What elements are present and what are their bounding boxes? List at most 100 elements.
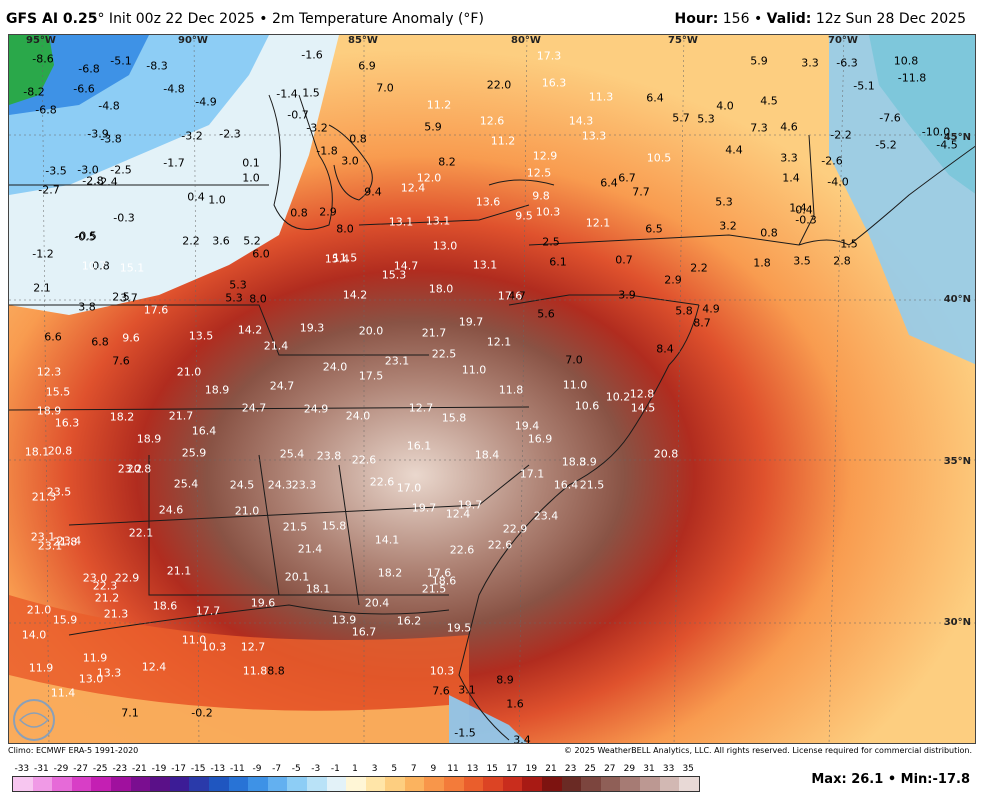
longitude-label: 80°W bbox=[511, 35, 541, 46]
anomaly-value: -11.8 bbox=[897, 71, 927, 85]
anomaly-value: 23.4 bbox=[56, 534, 82, 548]
anomaly-value: 10.6 bbox=[574, 399, 600, 413]
color-scale-tick: 19 bbox=[525, 764, 538, 774]
lake-huron-outline bbox=[328, 124, 373, 201]
anomaly-value: 21.0 bbox=[26, 603, 52, 617]
gulf-mild-band bbox=[9, 675, 449, 743]
anomaly-value: -4.5 bbox=[936, 138, 958, 152]
color-scale-cell bbox=[385, 777, 405, 791]
anomaly-value: 20.1 bbox=[284, 570, 310, 584]
color-scale-tick: -21 bbox=[132, 764, 147, 774]
anomaly-value: 4.6 bbox=[780, 120, 798, 134]
color-scale-tick: -17 bbox=[171, 764, 186, 774]
anomaly-value: 17.6 bbox=[497, 289, 523, 303]
anomaly-value: 9.4 bbox=[364, 185, 382, 199]
color-scale-tick: 25 bbox=[584, 764, 596, 774]
color-scale-cell bbox=[502, 777, 523, 791]
weatherbell-logo bbox=[13, 699, 55, 741]
anomaly-value: -3.0 bbox=[77, 163, 99, 177]
color-scale-cell bbox=[679, 777, 699, 791]
temperature-anomaly-map[interactable]: 95°W 90°W 85°W 80°W 75°W 70°W 45°N 40°N 35°N 30°… bbox=[8, 34, 976, 744]
anomaly-value: -2.4 bbox=[96, 175, 118, 189]
color-scale-cell bbox=[32, 777, 53, 791]
anomaly-value: 16.3 bbox=[541, 76, 567, 90]
color-scale-tick: -15 bbox=[190, 764, 206, 774]
anomaly-value: 24.0 bbox=[322, 360, 348, 374]
anomaly-value: -1.7 bbox=[163, 156, 185, 170]
anomaly-value: 13.1 bbox=[388, 215, 414, 229]
anomaly-value: 12.3 bbox=[36, 365, 62, 379]
anomaly-value: 14.7 bbox=[393, 259, 419, 273]
lake-michigan-outline bbox=[268, 94, 333, 230]
anomaly-value: 23.3 bbox=[291, 478, 317, 492]
anomaly-value: 0.1 bbox=[242, 156, 260, 170]
anomaly-value: 6.4 bbox=[646, 91, 664, 105]
color-scale-tick: 17 bbox=[506, 764, 518, 774]
anomaly-value: 8.0 bbox=[336, 222, 354, 236]
anomaly-value: 7.7 bbox=[632, 185, 650, 199]
valid-value: 12z Sun 28 Dec 2025 bbox=[815, 11, 966, 27]
anomaly-value: 15.4 bbox=[324, 252, 350, 266]
anomaly-value: 13.0 bbox=[78, 672, 104, 686]
color-scale-cell bbox=[130, 777, 151, 791]
anomaly-value: 18.9 bbox=[204, 383, 230, 397]
anomaly-value: 10.3 bbox=[429, 664, 455, 678]
color-scale-cell bbox=[71, 777, 92, 791]
color-scale-tick: -27 bbox=[73, 764, 88, 774]
anomaly-value: 3.1 bbox=[458, 683, 476, 697]
anomaly-value: 0.8 bbox=[290, 206, 308, 220]
anomaly-value: 15.5 bbox=[45, 385, 71, 399]
anomaly-value: -1.8 bbox=[316, 144, 338, 158]
anomaly-value: 6.5 bbox=[645, 222, 663, 236]
color-scale-cell bbox=[463, 777, 484, 791]
state-line bbox=[9, 406, 530, 411]
anomaly-value: 20.8 bbox=[653, 447, 679, 461]
anomaly-value: -4.8 bbox=[163, 82, 185, 96]
color-scale-tick: -29 bbox=[53, 764, 69, 774]
anomaly-value: 7.1 bbox=[121, 706, 139, 720]
anomaly-value: 3.6 bbox=[212, 234, 230, 248]
anomaly-value: 11.5 bbox=[332, 251, 358, 265]
anomaly-value: -6.8 bbox=[35, 103, 57, 117]
color-scale-tick: 21 bbox=[545, 764, 557, 774]
anomaly-value: 5.6 bbox=[537, 307, 555, 321]
anomaly-value: 9.6 bbox=[122, 331, 140, 345]
color-scale-tick: -13 bbox=[210, 764, 226, 774]
anomaly-value: 13.9 bbox=[331, 613, 357, 627]
anomaly-value: 11.0 bbox=[562, 378, 588, 392]
anomaly-value: 23.4 bbox=[533, 509, 559, 523]
anomaly-value: 12.4 bbox=[141, 660, 167, 674]
color-scale-bar bbox=[12, 776, 700, 792]
climatology-note: Climo: ECMWF ERA-5 1991-2020 bbox=[8, 746, 139, 755]
anomaly-value: 24.6 bbox=[158, 503, 184, 517]
latitude-label: 30°N bbox=[943, 617, 971, 628]
anomaly-value: 6.8 bbox=[91, 335, 109, 349]
anomaly-value: 11.4 bbox=[50, 686, 76, 700]
anomaly-value: 22.9 bbox=[502, 522, 528, 536]
anomaly-value: 15.8 bbox=[321, 519, 347, 533]
anomaly-value: 21.0 bbox=[234, 504, 260, 518]
lake-erie-outline bbox=[358, 204, 530, 226]
anomaly-value: 8.9 bbox=[579, 455, 597, 469]
anomaly-value: 7.6 bbox=[112, 354, 130, 368]
anomaly-value: 18.1 bbox=[24, 445, 50, 459]
anomaly-value: 12.5 bbox=[526, 166, 552, 180]
color-scale-cell bbox=[189, 777, 209, 791]
anomaly-value: 21.4 bbox=[297, 542, 323, 556]
anomaly-value: 3.7 bbox=[120, 291, 138, 305]
anomaly-value: -2.2 bbox=[830, 128, 852, 142]
anomaly-value: 13.0 bbox=[432, 239, 458, 253]
map-canvas bbox=[9, 35, 975, 743]
longitude-label: 90°W bbox=[178, 35, 208, 46]
color-scale-cell bbox=[522, 777, 543, 791]
anomaly-value: 12.1 bbox=[585, 216, 611, 230]
anomaly-value: 21.4 bbox=[263, 339, 289, 353]
anomaly-value: 11.2 bbox=[426, 98, 452, 112]
anomaly-value: 12.0 bbox=[416, 171, 442, 185]
anomaly-value: 2.9 bbox=[319, 205, 337, 219]
hour-value: 156 bbox=[722, 11, 750, 27]
anomaly-value: 18.0 bbox=[428, 282, 454, 296]
anomaly-value: 21.5 bbox=[579, 478, 605, 492]
anomaly-value: 0.8 bbox=[92, 259, 110, 273]
color-scale-cell bbox=[228, 777, 249, 791]
